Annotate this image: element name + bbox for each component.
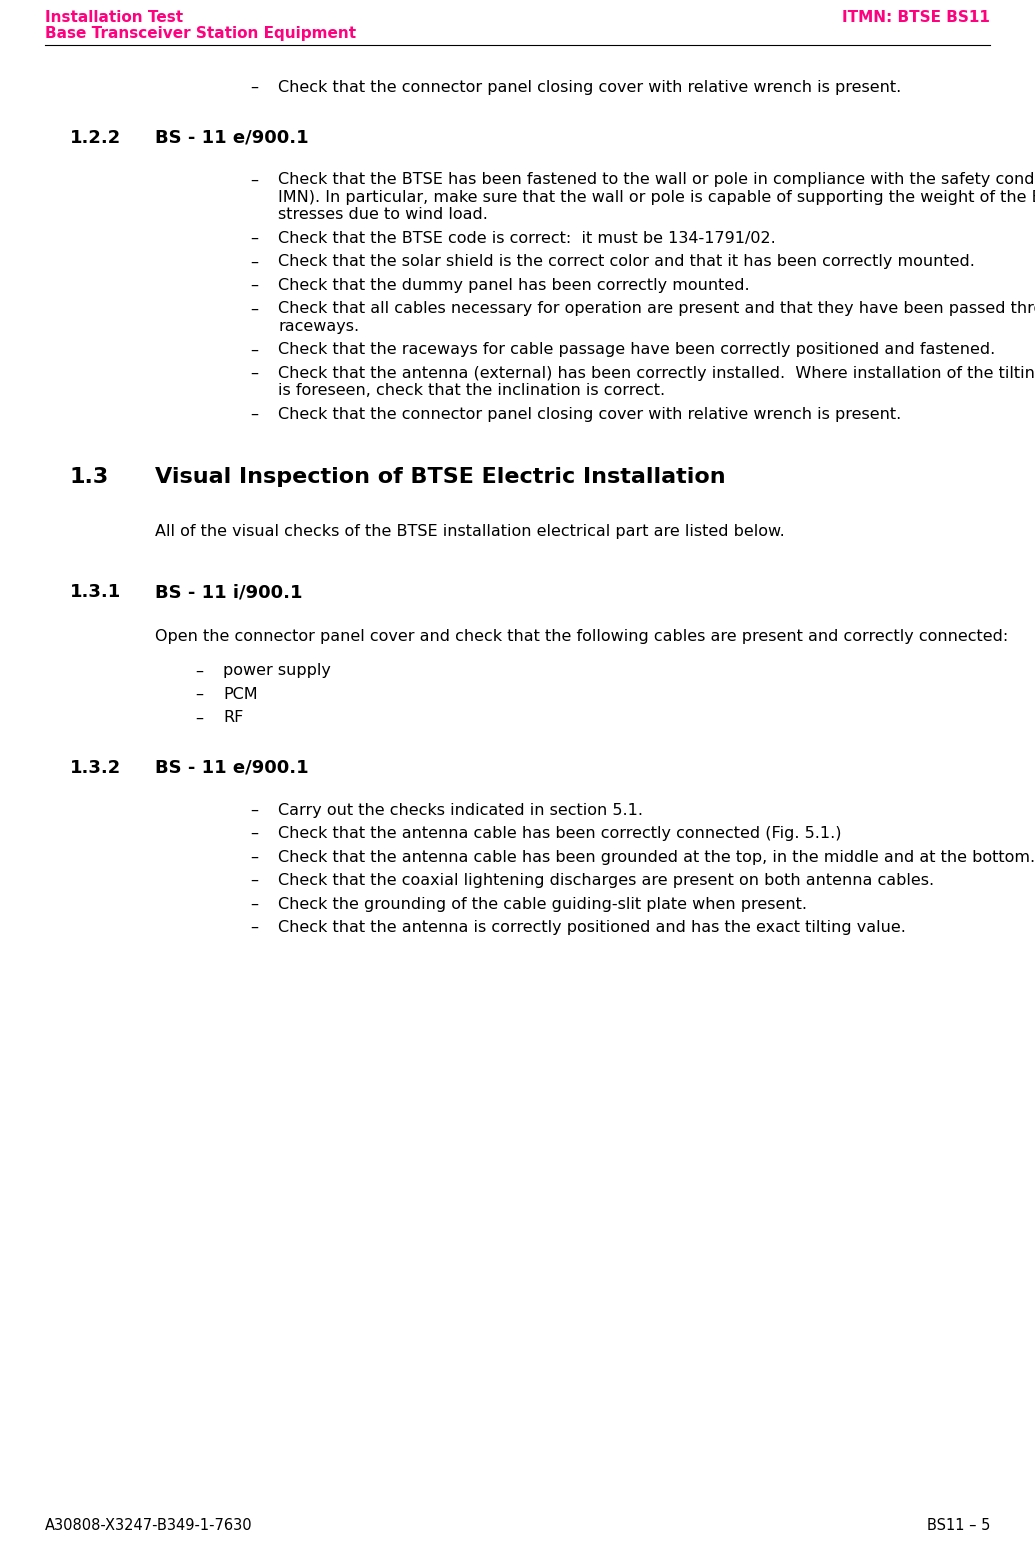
Text: –: – bbox=[250, 826, 258, 841]
Text: –: – bbox=[250, 79, 258, 95]
Text: Installation Test: Installation Test bbox=[45, 9, 183, 25]
Text: Check that all cables necessary for operation are present and that they have bee: Check that all cables necessary for oper… bbox=[278, 301, 1035, 316]
Text: ITMN: BTSE BS11: ITMN: BTSE BS11 bbox=[842, 9, 990, 25]
Text: Check that the antenna is correctly positioned and has the exact tilting value.: Check that the antenna is correctly posi… bbox=[278, 921, 906, 935]
Text: is foreseen, check that the inclination is correct.: is foreseen, check that the inclination … bbox=[278, 383, 666, 399]
Text: raceways.: raceways. bbox=[278, 319, 359, 333]
Text: –: – bbox=[250, 872, 258, 888]
Text: power supply: power supply bbox=[223, 664, 331, 678]
Text: Check that the connector panel closing cover with relative wrench is present.: Check that the connector panel closing c… bbox=[278, 79, 901, 95]
Text: Check that the BTSE has been fastened to the wall or pole in compliance with the: Check that the BTSE has been fastened to… bbox=[278, 173, 1035, 187]
Text: Base Transceiver Station Equipment: Base Transceiver Station Equipment bbox=[45, 26, 356, 41]
Text: –: – bbox=[250, 254, 258, 270]
Text: –: – bbox=[195, 710, 203, 726]
Text: Check the grounding of the cable guiding-slit plate when present.: Check the grounding of the cable guiding… bbox=[278, 897, 807, 911]
Text: stresses due to wind load.: stresses due to wind load. bbox=[278, 207, 487, 223]
Text: IMN). In particular, make sure that the wall or pole is capable of supporting th: IMN). In particular, make sure that the … bbox=[278, 190, 1035, 204]
Text: –: – bbox=[250, 921, 258, 935]
Text: –: – bbox=[250, 173, 258, 187]
Text: 1.2.2: 1.2.2 bbox=[70, 128, 121, 146]
Text: –: – bbox=[195, 687, 203, 703]
Text: –: – bbox=[250, 897, 258, 911]
Text: A30808-X3247-B349-1-7630: A30808-X3247-B349-1-7630 bbox=[45, 1517, 253, 1533]
Text: Carry out the checks indicated in section 5.1.: Carry out the checks indicated in sectio… bbox=[278, 802, 643, 818]
Text: Check that the coaxial lightening discharges are present on both antenna cables.: Check that the coaxial lightening discha… bbox=[278, 872, 935, 888]
Text: Check that the dummy panel has been correctly mounted.: Check that the dummy panel has been corr… bbox=[278, 277, 749, 293]
Text: –: – bbox=[250, 366, 258, 380]
Text: –: – bbox=[250, 849, 258, 865]
Text: BS - 11 e/900.1: BS - 11 e/900.1 bbox=[155, 128, 308, 146]
Text: Check that the antenna cable has been correctly connected (Fig. 5.1.): Check that the antenna cable has been co… bbox=[278, 826, 841, 841]
Text: Open the connector panel cover and check that the following cables are present a: Open the connector panel cover and check… bbox=[155, 629, 1008, 643]
Text: 1.3: 1.3 bbox=[70, 467, 110, 488]
Text: –: – bbox=[250, 407, 258, 422]
Text: –: – bbox=[250, 231, 258, 246]
Text: Check that the solar shield is the correct color and that it has been correctly : Check that the solar shield is the corre… bbox=[278, 254, 975, 270]
Text: 1.3.2: 1.3.2 bbox=[70, 759, 121, 777]
Text: All of the visual checks of the BTSE installation electrical part are listed bel: All of the visual checks of the BTSE ins… bbox=[155, 523, 785, 539]
Text: –: – bbox=[250, 301, 258, 316]
Text: 1.3.1: 1.3.1 bbox=[70, 583, 121, 601]
Text: BS11 – 5: BS11 – 5 bbox=[926, 1517, 990, 1533]
Text: PCM: PCM bbox=[223, 687, 258, 703]
Text: –: – bbox=[250, 802, 258, 818]
Text: Check that the connector panel closing cover with relative wrench is present.: Check that the connector panel closing c… bbox=[278, 407, 901, 422]
Text: RF: RF bbox=[223, 710, 243, 726]
Text: –: – bbox=[250, 343, 258, 357]
Text: Check that the raceways for cable passage have been correctly positioned and fas: Check that the raceways for cable passag… bbox=[278, 343, 996, 357]
Text: –: – bbox=[195, 664, 203, 678]
Text: Check that the BTSE code is correct:  it must be 134-1791/02.: Check that the BTSE code is correct: it … bbox=[278, 231, 776, 246]
Text: BS - 11 i/900.1: BS - 11 i/900.1 bbox=[155, 583, 302, 601]
Text: Check that the antenna (external) has been correctly installed.  Where installat: Check that the antenna (external) has be… bbox=[278, 366, 1035, 380]
Text: Visual Inspection of BTSE Electric Installation: Visual Inspection of BTSE Electric Insta… bbox=[155, 467, 726, 488]
Text: BS - 11 e/900.1: BS - 11 e/900.1 bbox=[155, 759, 308, 777]
Text: Check that the antenna cable has been grounded at the top, in the middle and at : Check that the antenna cable has been gr… bbox=[278, 849, 1035, 865]
Text: –: – bbox=[250, 277, 258, 293]
